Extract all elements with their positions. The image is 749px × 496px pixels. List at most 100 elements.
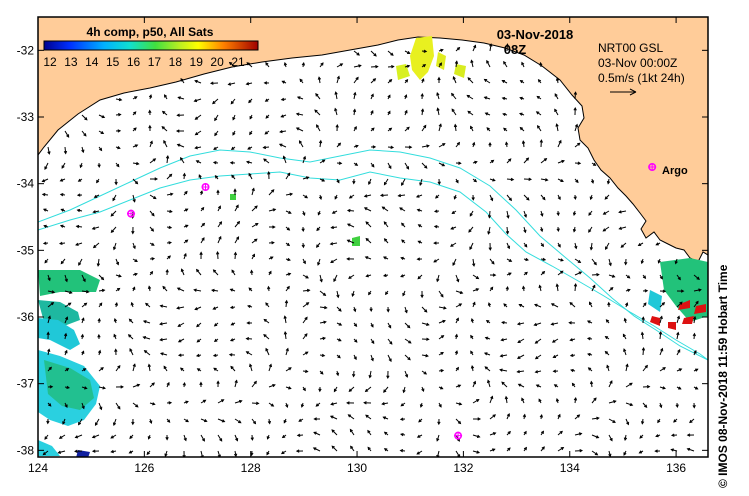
current-vector-head — [426, 337, 430, 341]
current-vector-head — [489, 43, 493, 47]
current-vector-head — [504, 141, 509, 146]
current-vector-head — [352, 180, 356, 185]
colorbar-ticks: 12 13 14 15 16 17 18 19 20 21 — [43, 55, 245, 69]
current-vector-head — [74, 435, 79, 439]
current-vector-head — [346, 239, 351, 243]
current-vector — [693, 274, 700, 280]
current-vector-head — [47, 315, 51, 319]
current-vector-head — [372, 145, 377, 149]
current-vector-head — [487, 302, 492, 306]
current-vector-head — [153, 196, 157, 200]
current-vector-head — [625, 302, 629, 306]
current-vector-head — [388, 79, 393, 83]
current-vector-head — [450, 226, 454, 230]
current-vector-head — [390, 52, 394, 56]
current-vector-head — [68, 302, 72, 306]
current-vector-head — [185, 400, 189, 404]
current-vector — [687, 448, 695, 452]
current-vector — [115, 365, 121, 372]
current-vector-head — [524, 271, 528, 276]
current-vector — [535, 338, 542, 344]
current-vector-head — [404, 109, 408, 114]
current-vector-head — [198, 174, 202, 178]
current-vector-head — [417, 276, 421, 280]
current-vector — [132, 194, 136, 202]
current-vector — [556, 124, 559, 132]
current-vector-head — [388, 358, 392, 363]
current-vector-head — [542, 257, 547, 262]
current-vector-head — [504, 395, 509, 400]
current-vector-head — [300, 404, 305, 408]
current-vector-head — [218, 235, 222, 240]
current-vector-head — [265, 302, 269, 306]
current-vector-head — [82, 368, 87, 372]
current-vector-head — [159, 338, 163, 342]
current-vector-head — [214, 175, 219, 179]
current-vector-head — [296, 96, 301, 100]
current-vector-head — [421, 78, 425, 82]
current-vector-head — [117, 129, 122, 133]
current-vector-head — [168, 173, 173, 178]
current-vector — [319, 306, 327, 309]
current-vector-head — [475, 288, 480, 292]
current-vector-head — [692, 332, 696, 337]
current-vector-head — [440, 386, 444, 390]
current-vector-head — [110, 229, 115, 234]
current-vector-head — [305, 302, 310, 306]
current-vector-head — [320, 371, 324, 375]
current-vector-head — [695, 300, 699, 305]
current-vector — [574, 284, 577, 292]
current-vector — [438, 306, 446, 309]
current-vector-head — [382, 256, 387, 260]
current-vector-head — [388, 165, 392, 170]
current-vector-head — [474, 160, 478, 164]
current-vector-head — [252, 420, 257, 425]
current-vector-head — [387, 94, 391, 98]
current-vector — [454, 124, 457, 132]
current-vector-head — [164, 453, 168, 457]
current-vector-head — [148, 124, 152, 129]
current-vector-head — [657, 260, 661, 264]
current-vector-head — [646, 385, 651, 389]
current-vector-head — [100, 276, 105, 281]
current-vector-head — [383, 431, 388, 435]
current-vector-head — [364, 256, 369, 260]
current-vector-head — [659, 276, 663, 280]
current-vector-head — [519, 126, 524, 131]
current-vector-head — [321, 178, 326, 182]
current-vector — [365, 238, 372, 244]
current-vector — [302, 317, 308, 324]
current-vector — [78, 418, 83, 425]
current-vector-head — [501, 96, 506, 101]
current-vector — [659, 348, 663, 356]
colorbar-tick-label: 19 — [190, 55, 204, 69]
current-vector-head — [60, 208, 64, 212]
current-vector-head — [131, 230, 135, 235]
current-vector-head — [233, 188, 237, 192]
current-vector-head — [93, 194, 98, 198]
current-vector-head — [419, 182, 423, 187]
current-vector — [554, 109, 559, 116]
current-vector — [334, 108, 338, 116]
current-vector-head — [399, 207, 403, 211]
current-vector-head — [612, 419, 616, 423]
current-vector-head — [505, 230, 510, 235]
current-vector-head — [370, 357, 374, 362]
current-vector-head — [698, 288, 702, 292]
current-vector-head — [473, 44, 477, 49]
current-vector — [313, 431, 321, 436]
current-vector-head — [317, 212, 321, 216]
current-vector-head — [142, 336, 147, 340]
current-vector — [348, 386, 355, 392]
current-vector — [44, 162, 49, 170]
current-vector-head — [316, 124, 320, 128]
current-vector — [314, 109, 321, 116]
current-vector-head — [594, 452, 599, 456]
current-vector — [98, 274, 104, 280]
current-vector-head — [655, 242, 659, 246]
current-vector-head — [91, 449, 96, 453]
current-vector — [251, 223, 259, 228]
current-vector-head — [363, 194, 368, 198]
current-vector-head — [301, 228, 305, 233]
current-vector-head — [61, 165, 65, 169]
